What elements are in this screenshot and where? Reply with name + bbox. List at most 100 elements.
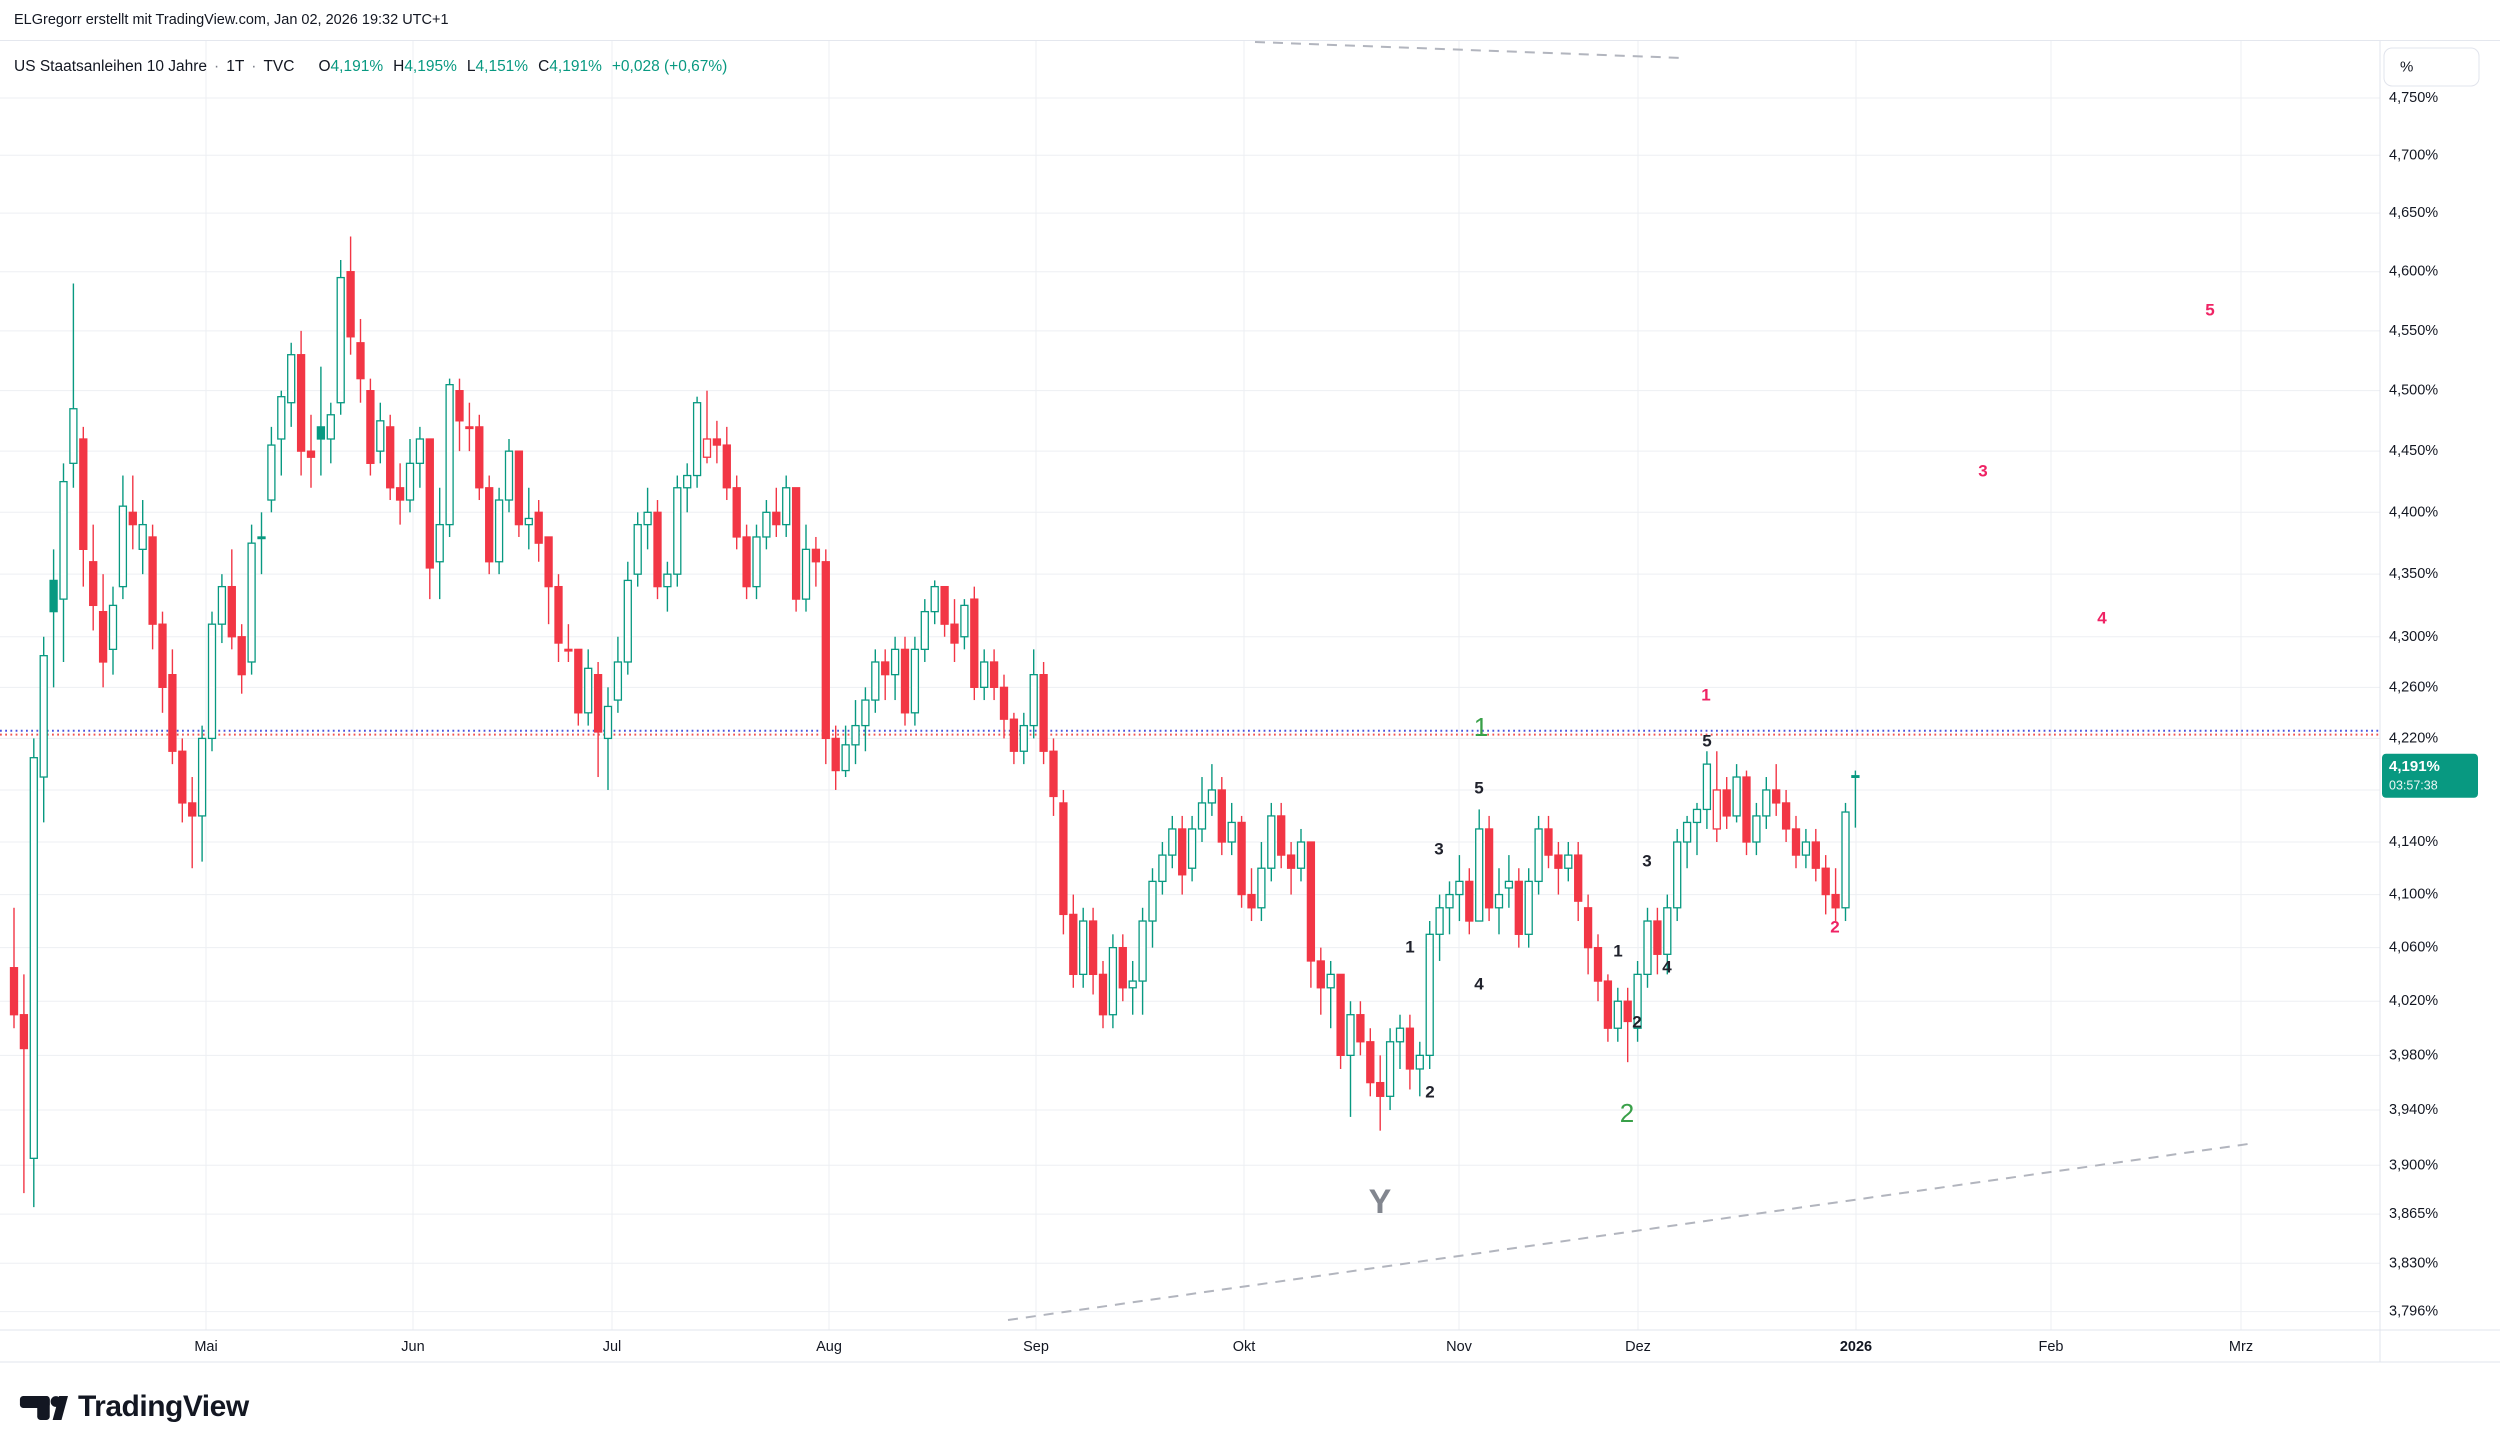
x-axis-tick-label[interactable]: Aug: [816, 1339, 842, 1355]
candle[interactable]: [1781, 789, 1791, 843]
candle[interactable]: [1841, 802, 1850, 922]
candle[interactable]: [1029, 649, 1038, 739]
y-axis-tick-label[interactable]: 4,750%: [2389, 90, 2438, 106]
candle[interactable]: [900, 636, 910, 726]
unit-button-box[interactable]: [2383, 47, 2480, 87]
candle[interactable]: [613, 636, 623, 713]
candle[interactable]: [1395, 1014, 1405, 1069]
candle[interactable]: [1138, 907, 1147, 1015]
candle[interactable]: [465, 402, 474, 452]
candle[interactable]: [999, 674, 1009, 739]
y-axis-tick-label[interactable]: 4,350%: [2389, 566, 2438, 582]
candle[interactable]: [1791, 815, 1801, 869]
candle[interactable]: [435, 487, 444, 600]
candle[interactable]: [821, 549, 830, 765]
candle[interactable]: [1722, 777, 1731, 829]
candle[interactable]: [1821, 855, 1830, 915]
candle[interactable]: [1583, 894, 1593, 975]
candle[interactable]: [940, 585, 949, 637]
unit-percent-button[interactable]: %: [2383, 47, 2480, 87]
candle[interactable]: [168, 649, 177, 765]
candle[interactable]: [584, 649, 593, 726]
candle[interactable]: [1762, 777, 1771, 829]
wave-label-pink[interactable]: 5: [2205, 301, 2214, 320]
y-axis-tick-label[interactable]: 4,400%: [2389, 504, 2438, 520]
y-axis-tick-label[interactable]: 4,450%: [2389, 443, 2438, 459]
candle[interactable]: [1633, 960, 1642, 1042]
candle[interactable]: [128, 475, 137, 550]
wave-label-pink[interactable]: 3: [1978, 462, 1987, 481]
candle[interactable]: [1118, 934, 1127, 1002]
candle[interactable]: [19, 974, 29, 1194]
candle[interactable]: [326, 402, 335, 464]
candle[interactable]: [1405, 1014, 1415, 1090]
y-axis-tick-label[interactable]: 4,140%: [2389, 834, 2438, 850]
candle[interactable]: [1316, 947, 1325, 1015]
candle[interactable]: [9, 907, 19, 1029]
candle[interactable]: [257, 512, 266, 575]
candle[interactable]: [1514, 868, 1523, 948]
candle[interactable]: [1484, 815, 1494, 922]
interval-label[interactable]: 1T: [226, 58, 245, 75]
candle[interactable]: [593, 661, 603, 778]
candle[interactable]: [1385, 1028, 1395, 1111]
y-axis-tick-label[interactable]: 4,100%: [2389, 887, 2438, 903]
candle[interactable]: [316, 366, 326, 476]
candle[interactable]: [950, 599, 959, 662]
candle[interactable]: [227, 549, 236, 650]
candle[interactable]: [1346, 1001, 1355, 1117]
candle[interactable]: [306, 414, 316, 488]
candle[interactable]: [336, 259, 345, 415]
candle[interactable]: [1277, 802, 1286, 869]
candle[interactable]: [1494, 868, 1504, 935]
candle[interactable]: [732, 475, 741, 550]
y-axis-tick-label[interactable]: 3,865%: [2389, 1206, 2438, 1222]
candle[interactable]: [1178, 815, 1187, 895]
candle[interactable]: [1692, 802, 1702, 856]
wave-label-black[interactable]: 4: [1662, 958, 1672, 977]
wave-label-black[interactable]: 4: [1474, 975, 1484, 994]
candle[interactable]: [1009, 712, 1019, 765]
candle[interactable]: [178, 738, 187, 823]
candle[interactable]: [564, 624, 573, 662]
candle[interactable]: [197, 725, 207, 862]
x-axis-tick-label[interactable]: Sep: [1023, 1339, 1049, 1355]
candle[interactable]: [831, 725, 840, 790]
candle[interactable]: [277, 390, 286, 476]
candle[interactable]: [544, 536, 553, 625]
candle[interactable]: [1187, 815, 1197, 882]
trend-line-dashed[interactable]: [1007, 1142, 2256, 1321]
candle[interactable]: [861, 687, 870, 752]
candle[interactable]: [386, 414, 395, 501]
candle[interactable]: [1772, 764, 1781, 816]
candle[interactable]: [1673, 828, 1682, 922]
candle[interactable]: [1643, 907, 1652, 988]
x-axis-tick-label[interactable]: Mai: [194, 1339, 217, 1355]
candle[interactable]: [742, 524, 751, 600]
wave-label-black[interactable]: 1: [1405, 938, 1414, 957]
y-axis-tick-label[interactable]: 4,550%: [2389, 323, 2438, 339]
candle[interactable]: [79, 426, 88, 587]
candle[interactable]: [554, 574, 563, 662]
candle[interactable]: [415, 426, 425, 488]
candle[interactable]: [1603, 974, 1613, 1042]
wave-label-black[interactable]: 5: [1702, 732, 1711, 751]
candle[interactable]: [1039, 661, 1048, 765]
candle[interactable]: [1534, 815, 1543, 895]
candle[interactable]: [1227, 802, 1236, 856]
candle[interactable]: [683, 463, 692, 513]
candle[interactable]: [1366, 1028, 1375, 1097]
candle[interactable]: [1613, 987, 1622, 1042]
candle[interactable]: [1148, 868, 1157, 948]
candle[interactable]: [1435, 894, 1444, 961]
candle[interactable]: [346, 236, 355, 355]
candle[interactable]: [98, 574, 108, 688]
candle[interactable]: [692, 396, 702, 488]
candle[interactable]: [1663, 894, 1672, 975]
candle[interactable]: [148, 524, 157, 650]
y-axis-tick-label[interactable]: 3,900%: [2389, 1157, 2438, 1173]
candle[interactable]: [1336, 973, 1345, 1069]
candle[interactable]: [1217, 777, 1226, 856]
candle[interactable]: [1732, 764, 1741, 823]
candle[interactable]: [1702, 751, 1712, 829]
